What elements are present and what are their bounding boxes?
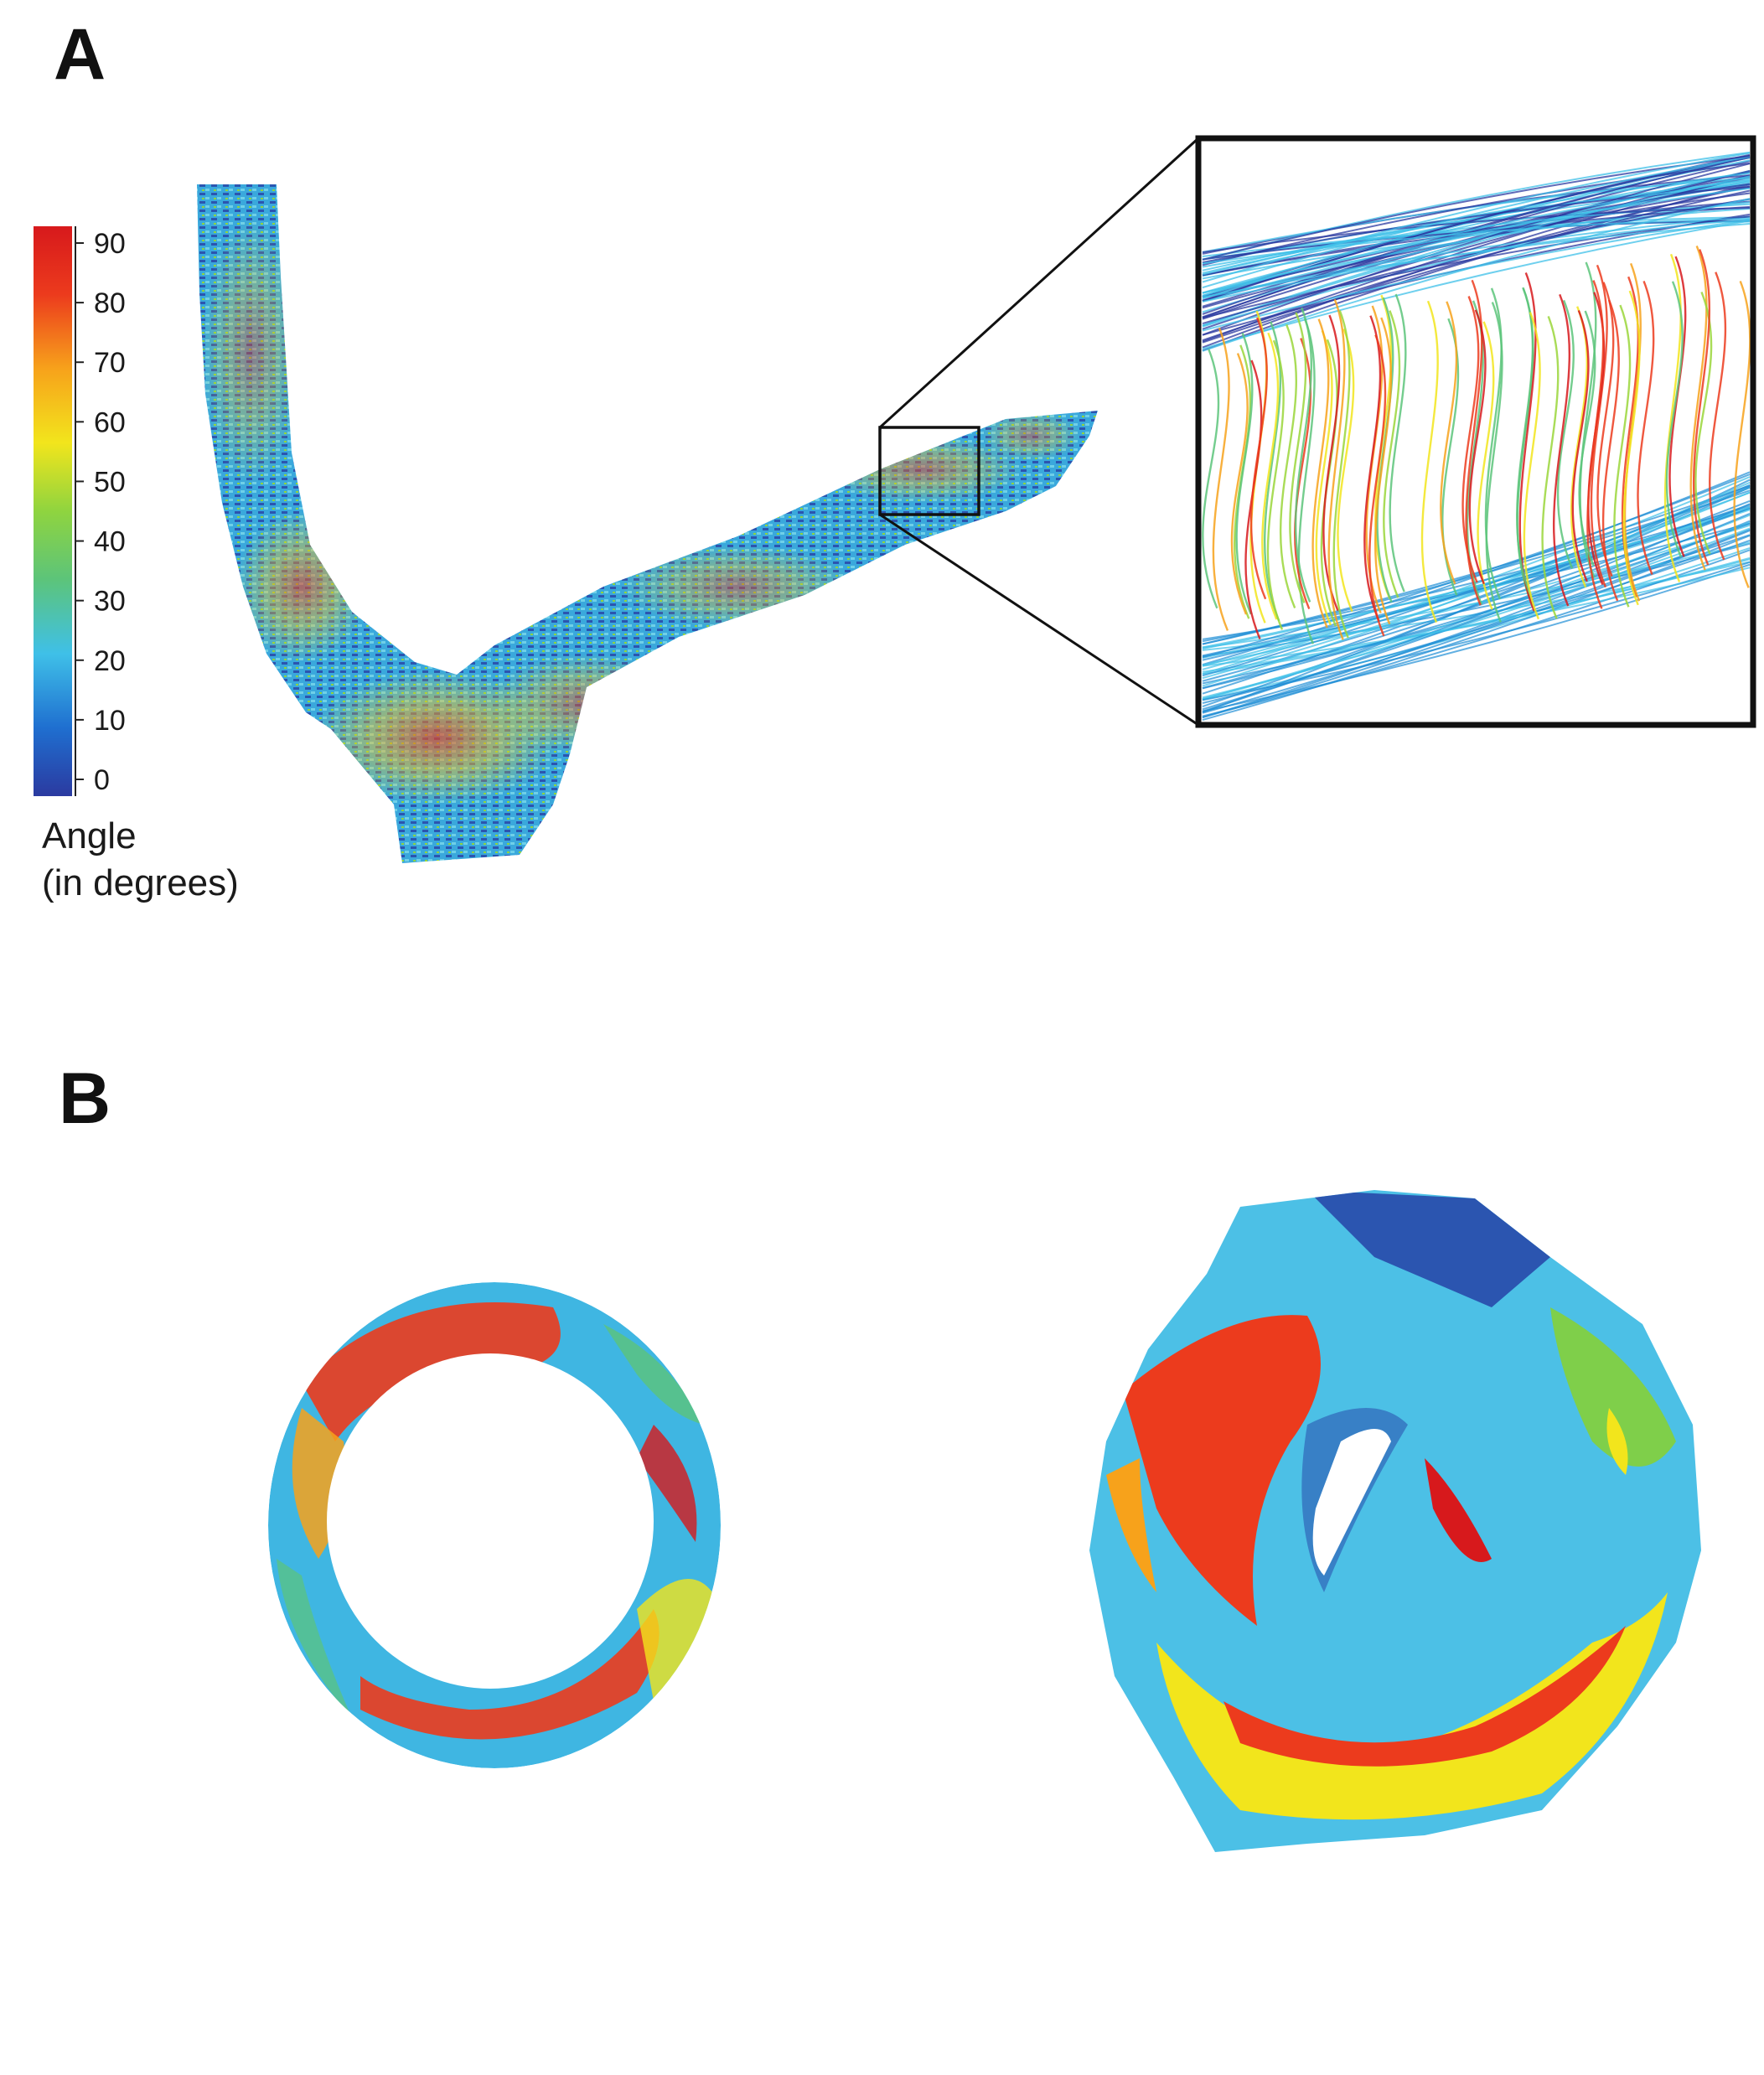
colorbar-tick-label: 40: [94, 526, 126, 558]
colorbar-tick-label: 80: [94, 287, 126, 319]
vessel-angle-map: [197, 184, 1098, 863]
colorbar-title: Angle (in degrees): [42, 813, 239, 907]
colorbar-tick-label: 10: [94, 705, 126, 737]
colorbar-tick-label: 90: [94, 228, 126, 260]
zoom-region-marker: [878, 137, 1200, 727]
colorbar: 90 80 70 60 50 40 30 20 10 0: [34, 226, 126, 796]
panel-label-b: B: [59, 1058, 111, 1139]
colorbar-tick-label: 70: [94, 347, 126, 379]
vessel-cross-section-left: [268, 1282, 721, 1768]
colorbar-tick-label: 0: [94, 764, 110, 796]
zoom-inset: [1195, 135, 1756, 728]
colorbar-title-line2: (in degrees): [42, 862, 239, 903]
colorbar-tick-label: 30: [94, 586, 126, 618]
colorbar-tick-label: 60: [94, 406, 126, 438]
colorbar-title-line1: Angle: [42, 815, 137, 856]
colorbar-tick-label: 20: [94, 645, 126, 677]
panel-label-a: A: [54, 14, 106, 95]
vessel-cross-section-right: [1089, 1190, 1701, 1852]
colorbar-tick-label: 50: [94, 466, 126, 498]
colorbar-gradient: [34, 226, 72, 796]
